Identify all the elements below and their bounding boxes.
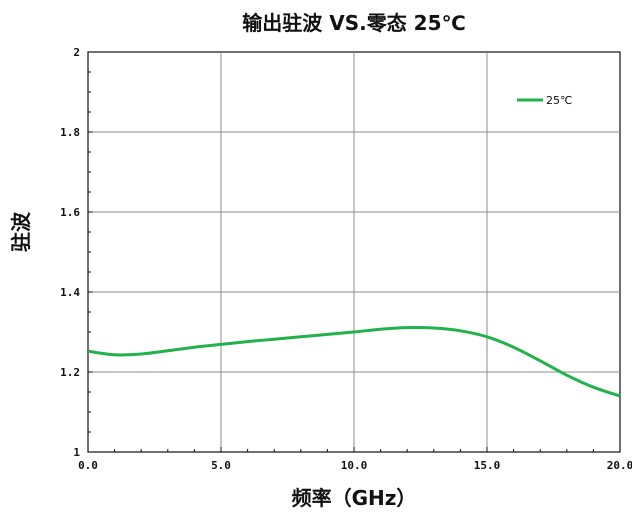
y-tick-label: 2	[73, 46, 80, 59]
x-tick-label: 10.0	[341, 459, 368, 472]
legend: 25℃	[517, 94, 572, 107]
x-axis-label: 频率（GHz）	[292, 486, 417, 510]
series-line	[87, 325, 621, 398]
y-tick-label: 1.8	[60, 126, 80, 139]
y-tick-label: 1	[73, 446, 80, 459]
y-tick-label: 1.4	[60, 286, 80, 299]
x-tick-label: 5.0	[211, 459, 231, 472]
legend-label: 25℃	[546, 94, 572, 107]
x-tick-label: 15.0	[474, 459, 501, 472]
x-tick-label: 0.0	[78, 459, 98, 472]
y-axis-label: 驻波	[9, 211, 33, 252]
axis-ticks: 0.0 5.0 10.0 15.0 20.0 1 1.2 1.4 1.6 1.8 2	[60, 46, 632, 472]
chart-title: 输出驻波 VS.零态 25℃	[242, 11, 465, 35]
y-tick-label: 1.2	[60, 366, 80, 379]
gridlines	[88, 52, 620, 452]
x-tick-label: 20.0	[607, 459, 632, 472]
y-tick-label: 1.6	[60, 206, 80, 219]
series-layer	[87, 325, 621, 398]
